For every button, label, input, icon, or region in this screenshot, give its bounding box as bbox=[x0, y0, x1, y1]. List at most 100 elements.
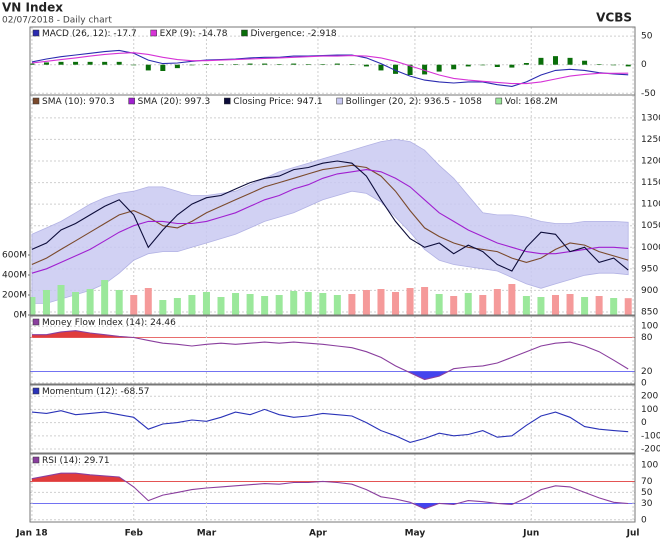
bar bbox=[87, 61, 93, 65]
legend-swatch bbox=[336, 97, 343, 105]
y-tick-label: 30 bbox=[641, 499, 653, 509]
bar bbox=[203, 64, 209, 65]
series-line bbox=[31, 408, 629, 443]
y-tick-label: 100 bbox=[641, 405, 658, 415]
bar bbox=[363, 64, 369, 67]
bar bbox=[174, 64, 180, 69]
x-tick-label: Jun bbox=[522, 529, 539, 539]
bar bbox=[582, 60, 588, 65]
x-tick-label: Feb bbox=[125, 529, 144, 539]
y-tick-label: -200 bbox=[641, 445, 660, 455]
bar bbox=[160, 64, 166, 71]
panel bbox=[30, 95, 635, 315]
bar bbox=[464, 293, 472, 315]
bar bbox=[494, 64, 500, 67]
series-line bbox=[31, 160, 629, 272]
legend-swatch bbox=[241, 29, 248, 37]
chart-title: VN Index bbox=[2, 1, 63, 15]
bar bbox=[218, 64, 224, 65]
y-tick-label: 0 bbox=[641, 515, 647, 525]
bar bbox=[232, 293, 240, 315]
legend-label: Money Flow Index (14): 24.46 bbox=[42, 318, 176, 328]
bar bbox=[348, 294, 356, 315]
source: VCBS bbox=[596, 11, 632, 25]
bar bbox=[247, 63, 253, 65]
y-tick-label: 1150 bbox=[641, 178, 660, 188]
y-tick-label: 850 bbox=[641, 307, 658, 317]
bar bbox=[304, 292, 312, 315]
bar bbox=[581, 297, 589, 315]
bar bbox=[508, 284, 516, 315]
bar bbox=[102, 61, 108, 65]
plot-area bbox=[30, 454, 635, 522]
y-tick-label: 1050 bbox=[641, 221, 660, 231]
legend-label: EXP (9): -14.78 bbox=[160, 29, 228, 39]
plot-border bbox=[29, 384, 636, 454]
panel bbox=[30, 385, 635, 453]
bar bbox=[275, 295, 283, 315]
bar bbox=[421, 287, 429, 315]
x-tick-label: Mar bbox=[197, 529, 217, 539]
bar bbox=[101, 280, 109, 315]
bar bbox=[72, 292, 80, 315]
bar bbox=[130, 295, 138, 315]
bar bbox=[246, 294, 254, 315]
series-line bbox=[31, 330, 629, 381]
bar bbox=[493, 289, 501, 315]
y-tick-label: 50 bbox=[641, 488, 653, 498]
bar bbox=[596, 64, 602, 65]
bar bbox=[537, 297, 545, 315]
legend-swatch bbox=[495, 97, 503, 105]
bar bbox=[567, 57, 573, 65]
bar bbox=[479, 295, 487, 315]
legend-label: Closing Price: 947.1 bbox=[233, 97, 322, 107]
y-tick-label: 20 bbox=[641, 367, 653, 377]
bar bbox=[538, 57, 544, 65]
y2-tick-label: 400M bbox=[2, 271, 27, 281]
bar bbox=[291, 63, 297, 65]
bar bbox=[188, 295, 196, 315]
legend-swatch bbox=[32, 387, 40, 395]
bar bbox=[42, 290, 50, 315]
y-tick-label: 80 bbox=[641, 333, 653, 343]
y2-tick-label: 0M bbox=[14, 311, 28, 321]
bollinger-band bbox=[31, 138, 629, 304]
bar bbox=[131, 64, 137, 66]
panel bbox=[30, 316, 635, 384]
x-tick-label: Apr bbox=[309, 529, 327, 539]
series-line bbox=[31, 164, 629, 266]
plot-area bbox=[30, 316, 635, 384]
bar bbox=[435, 294, 443, 315]
bar bbox=[610, 298, 618, 315]
series-line bbox=[31, 169, 629, 274]
bar bbox=[233, 64, 239, 65]
bar bbox=[319, 293, 327, 315]
y-tick-label: -100 bbox=[641, 431, 660, 441]
overbought-fill bbox=[31, 330, 629, 338]
legend-label: SMA (10): 970.3 bbox=[42, 97, 115, 107]
x-tick-label: May bbox=[405, 529, 426, 539]
bar bbox=[451, 64, 457, 70]
y-tick-label: 1200 bbox=[641, 157, 660, 167]
y-tick-label: 100 bbox=[641, 322, 658, 332]
bar bbox=[624, 298, 632, 315]
chart-subtitle: 02/07/2018 - Daily chart bbox=[2, 16, 112, 26]
bar bbox=[393, 64, 399, 74]
bar bbox=[436, 64, 442, 72]
legend-label: Bollinger (20, 2): 936.5 - 1058 bbox=[346, 97, 482, 107]
bar bbox=[43, 62, 49, 65]
y2-tick-label: 600M bbox=[2, 251, 27, 261]
bar bbox=[349, 64, 355, 65]
bar bbox=[262, 63, 268, 65]
legend-swatch bbox=[32, 97, 40, 105]
series-line bbox=[31, 472, 629, 510]
y2-tick-label: 200M bbox=[2, 291, 27, 301]
bar bbox=[189, 64, 195, 66]
plot-area bbox=[30, 27, 635, 95]
bar bbox=[407, 64, 413, 75]
bar bbox=[392, 292, 400, 315]
bar bbox=[422, 64, 428, 75]
bar bbox=[334, 63, 340, 65]
